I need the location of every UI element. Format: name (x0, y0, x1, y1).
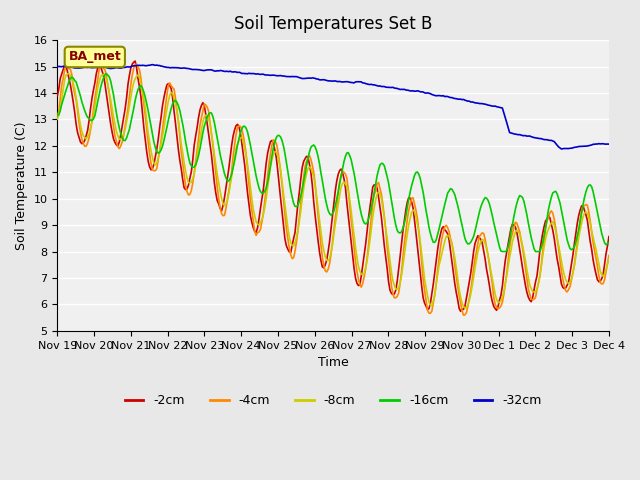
Text: BA_met: BA_met (68, 50, 121, 63)
Legend: -2cm, -4cm, -8cm, -16cm, -32cm: -2cm, -4cm, -8cm, -16cm, -32cm (120, 389, 547, 412)
X-axis label: Time: Time (318, 356, 349, 369)
Y-axis label: Soil Temperature (C): Soil Temperature (C) (15, 121, 28, 250)
Title: Soil Temperatures Set B: Soil Temperatures Set B (234, 15, 433, 33)
